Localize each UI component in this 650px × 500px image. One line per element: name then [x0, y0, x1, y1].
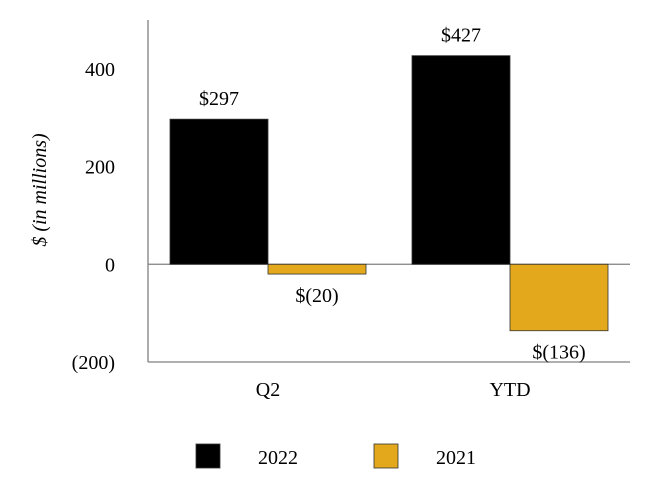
bar-2022-Q2 — [169, 118, 269, 265]
bar-2021-YTD — [509, 263, 609, 332]
x-category-label: YTD — [489, 379, 530, 401]
legend: 2022 2021 — [195, 443, 476, 469]
y-tick-label: 200 — [85, 157, 115, 179]
bar-2021-Q2 — [267, 263, 367, 275]
data-label: $(20) — [295, 285, 338, 307]
legend-swatch-2021 — [373, 443, 399, 469]
y-tick-label: 400 — [85, 59, 115, 81]
legend-swatch-2022 — [195, 443, 221, 469]
y-tick-label: 0 — [105, 254, 115, 276]
y-axis-title: $ (in millions) — [29, 133, 51, 247]
legend-label-2022: 2022 — [258, 447, 298, 469]
data-label: $(136) — [532, 342, 585, 364]
x-category-label: Q2 — [256, 379, 280, 401]
bars-layer — [169, 55, 609, 332]
data-label: $297 — [199, 88, 239, 110]
legend-label-2021: 2021 — [436, 447, 476, 469]
bar-2022-YTD — [411, 55, 511, 265]
labels-layer: $297 $427 $(20) $(136) — [199, 25, 586, 364]
data-label: $427 — [441, 25, 481, 47]
y-tick-label: (200) — [72, 352, 115, 374]
